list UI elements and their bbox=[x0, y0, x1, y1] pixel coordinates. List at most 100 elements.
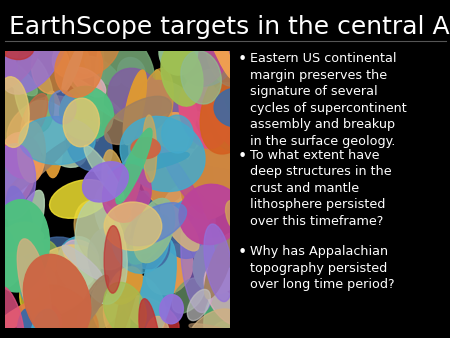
Ellipse shape bbox=[44, 305, 62, 332]
Ellipse shape bbox=[19, 117, 95, 165]
Ellipse shape bbox=[6, 186, 34, 259]
Ellipse shape bbox=[17, 239, 51, 331]
Ellipse shape bbox=[225, 200, 244, 232]
Ellipse shape bbox=[114, 255, 141, 338]
Ellipse shape bbox=[146, 244, 193, 295]
Ellipse shape bbox=[14, 55, 54, 132]
Ellipse shape bbox=[21, 94, 48, 140]
Ellipse shape bbox=[102, 150, 131, 243]
Ellipse shape bbox=[200, 57, 266, 154]
Ellipse shape bbox=[108, 152, 189, 175]
Ellipse shape bbox=[23, 237, 90, 296]
Text: •: • bbox=[238, 149, 247, 164]
Ellipse shape bbox=[0, 26, 12, 64]
Ellipse shape bbox=[20, 270, 53, 318]
Ellipse shape bbox=[104, 202, 162, 250]
Ellipse shape bbox=[117, 57, 145, 88]
Ellipse shape bbox=[135, 229, 160, 252]
Ellipse shape bbox=[0, 228, 26, 257]
Ellipse shape bbox=[181, 135, 247, 219]
Ellipse shape bbox=[7, 231, 44, 251]
Ellipse shape bbox=[0, 48, 17, 78]
Ellipse shape bbox=[123, 70, 146, 145]
Ellipse shape bbox=[204, 291, 238, 338]
Ellipse shape bbox=[140, 238, 176, 338]
Ellipse shape bbox=[55, 39, 103, 97]
Ellipse shape bbox=[72, 68, 106, 97]
Ellipse shape bbox=[186, 69, 216, 90]
Text: •: • bbox=[238, 52, 247, 67]
Ellipse shape bbox=[63, 98, 99, 147]
Ellipse shape bbox=[139, 299, 161, 338]
Ellipse shape bbox=[214, 88, 260, 127]
Text: To what extent have
deep structures in the
crust and mantle
lithosphere persiste: To what extent have deep structures in t… bbox=[250, 149, 392, 228]
Ellipse shape bbox=[67, 76, 128, 122]
Ellipse shape bbox=[0, 200, 50, 292]
Ellipse shape bbox=[49, 90, 76, 124]
Ellipse shape bbox=[120, 116, 205, 192]
Ellipse shape bbox=[0, 140, 11, 173]
Ellipse shape bbox=[179, 184, 241, 245]
Ellipse shape bbox=[0, 22, 35, 59]
Ellipse shape bbox=[115, 202, 130, 221]
Ellipse shape bbox=[131, 138, 160, 159]
Ellipse shape bbox=[74, 200, 127, 270]
Ellipse shape bbox=[88, 228, 142, 298]
Ellipse shape bbox=[123, 80, 197, 144]
Ellipse shape bbox=[159, 183, 215, 258]
Ellipse shape bbox=[2, 133, 41, 178]
Ellipse shape bbox=[192, 131, 256, 208]
Ellipse shape bbox=[85, 56, 121, 86]
Ellipse shape bbox=[62, 95, 112, 135]
Ellipse shape bbox=[182, 41, 234, 86]
Ellipse shape bbox=[206, 17, 251, 87]
Ellipse shape bbox=[104, 274, 165, 338]
Ellipse shape bbox=[0, 226, 14, 252]
Ellipse shape bbox=[178, 182, 212, 234]
Ellipse shape bbox=[0, 2, 43, 90]
Text: EarthScope targets in the central Appalachians: EarthScope targets in the central Appala… bbox=[9, 15, 450, 39]
Ellipse shape bbox=[76, 295, 127, 338]
Ellipse shape bbox=[181, 206, 216, 313]
Ellipse shape bbox=[219, 35, 243, 73]
Ellipse shape bbox=[104, 226, 122, 293]
Ellipse shape bbox=[1, 190, 45, 287]
Ellipse shape bbox=[0, 296, 49, 336]
Ellipse shape bbox=[208, 82, 251, 151]
Ellipse shape bbox=[0, 77, 29, 147]
Ellipse shape bbox=[205, 234, 234, 299]
Ellipse shape bbox=[112, 203, 169, 273]
Ellipse shape bbox=[189, 214, 222, 271]
Ellipse shape bbox=[27, 241, 44, 272]
Ellipse shape bbox=[32, 41, 70, 94]
Ellipse shape bbox=[139, 113, 202, 206]
Ellipse shape bbox=[159, 146, 203, 213]
Ellipse shape bbox=[62, 245, 103, 280]
Text: Why has Appalachian
topography persisted
over long time period?: Why has Appalachian topography persisted… bbox=[250, 245, 394, 291]
Ellipse shape bbox=[162, 115, 193, 153]
Ellipse shape bbox=[17, 309, 36, 338]
Ellipse shape bbox=[20, 263, 57, 309]
Ellipse shape bbox=[0, 144, 36, 220]
Ellipse shape bbox=[201, 75, 229, 121]
Ellipse shape bbox=[0, 286, 24, 338]
Ellipse shape bbox=[84, 145, 124, 201]
Ellipse shape bbox=[209, 321, 239, 338]
Ellipse shape bbox=[104, 282, 146, 336]
Ellipse shape bbox=[22, 245, 100, 312]
Ellipse shape bbox=[161, 89, 193, 170]
Ellipse shape bbox=[116, 128, 152, 204]
Ellipse shape bbox=[60, 86, 113, 140]
Ellipse shape bbox=[0, 53, 37, 96]
Ellipse shape bbox=[31, 309, 59, 338]
Ellipse shape bbox=[8, 175, 33, 208]
Ellipse shape bbox=[30, 240, 59, 276]
Ellipse shape bbox=[57, 237, 99, 289]
Ellipse shape bbox=[1, 22, 65, 94]
Ellipse shape bbox=[161, 203, 199, 251]
Text: •: • bbox=[238, 245, 247, 260]
Ellipse shape bbox=[129, 68, 173, 172]
Ellipse shape bbox=[196, 112, 238, 177]
Ellipse shape bbox=[185, 35, 229, 86]
Ellipse shape bbox=[161, 43, 203, 106]
